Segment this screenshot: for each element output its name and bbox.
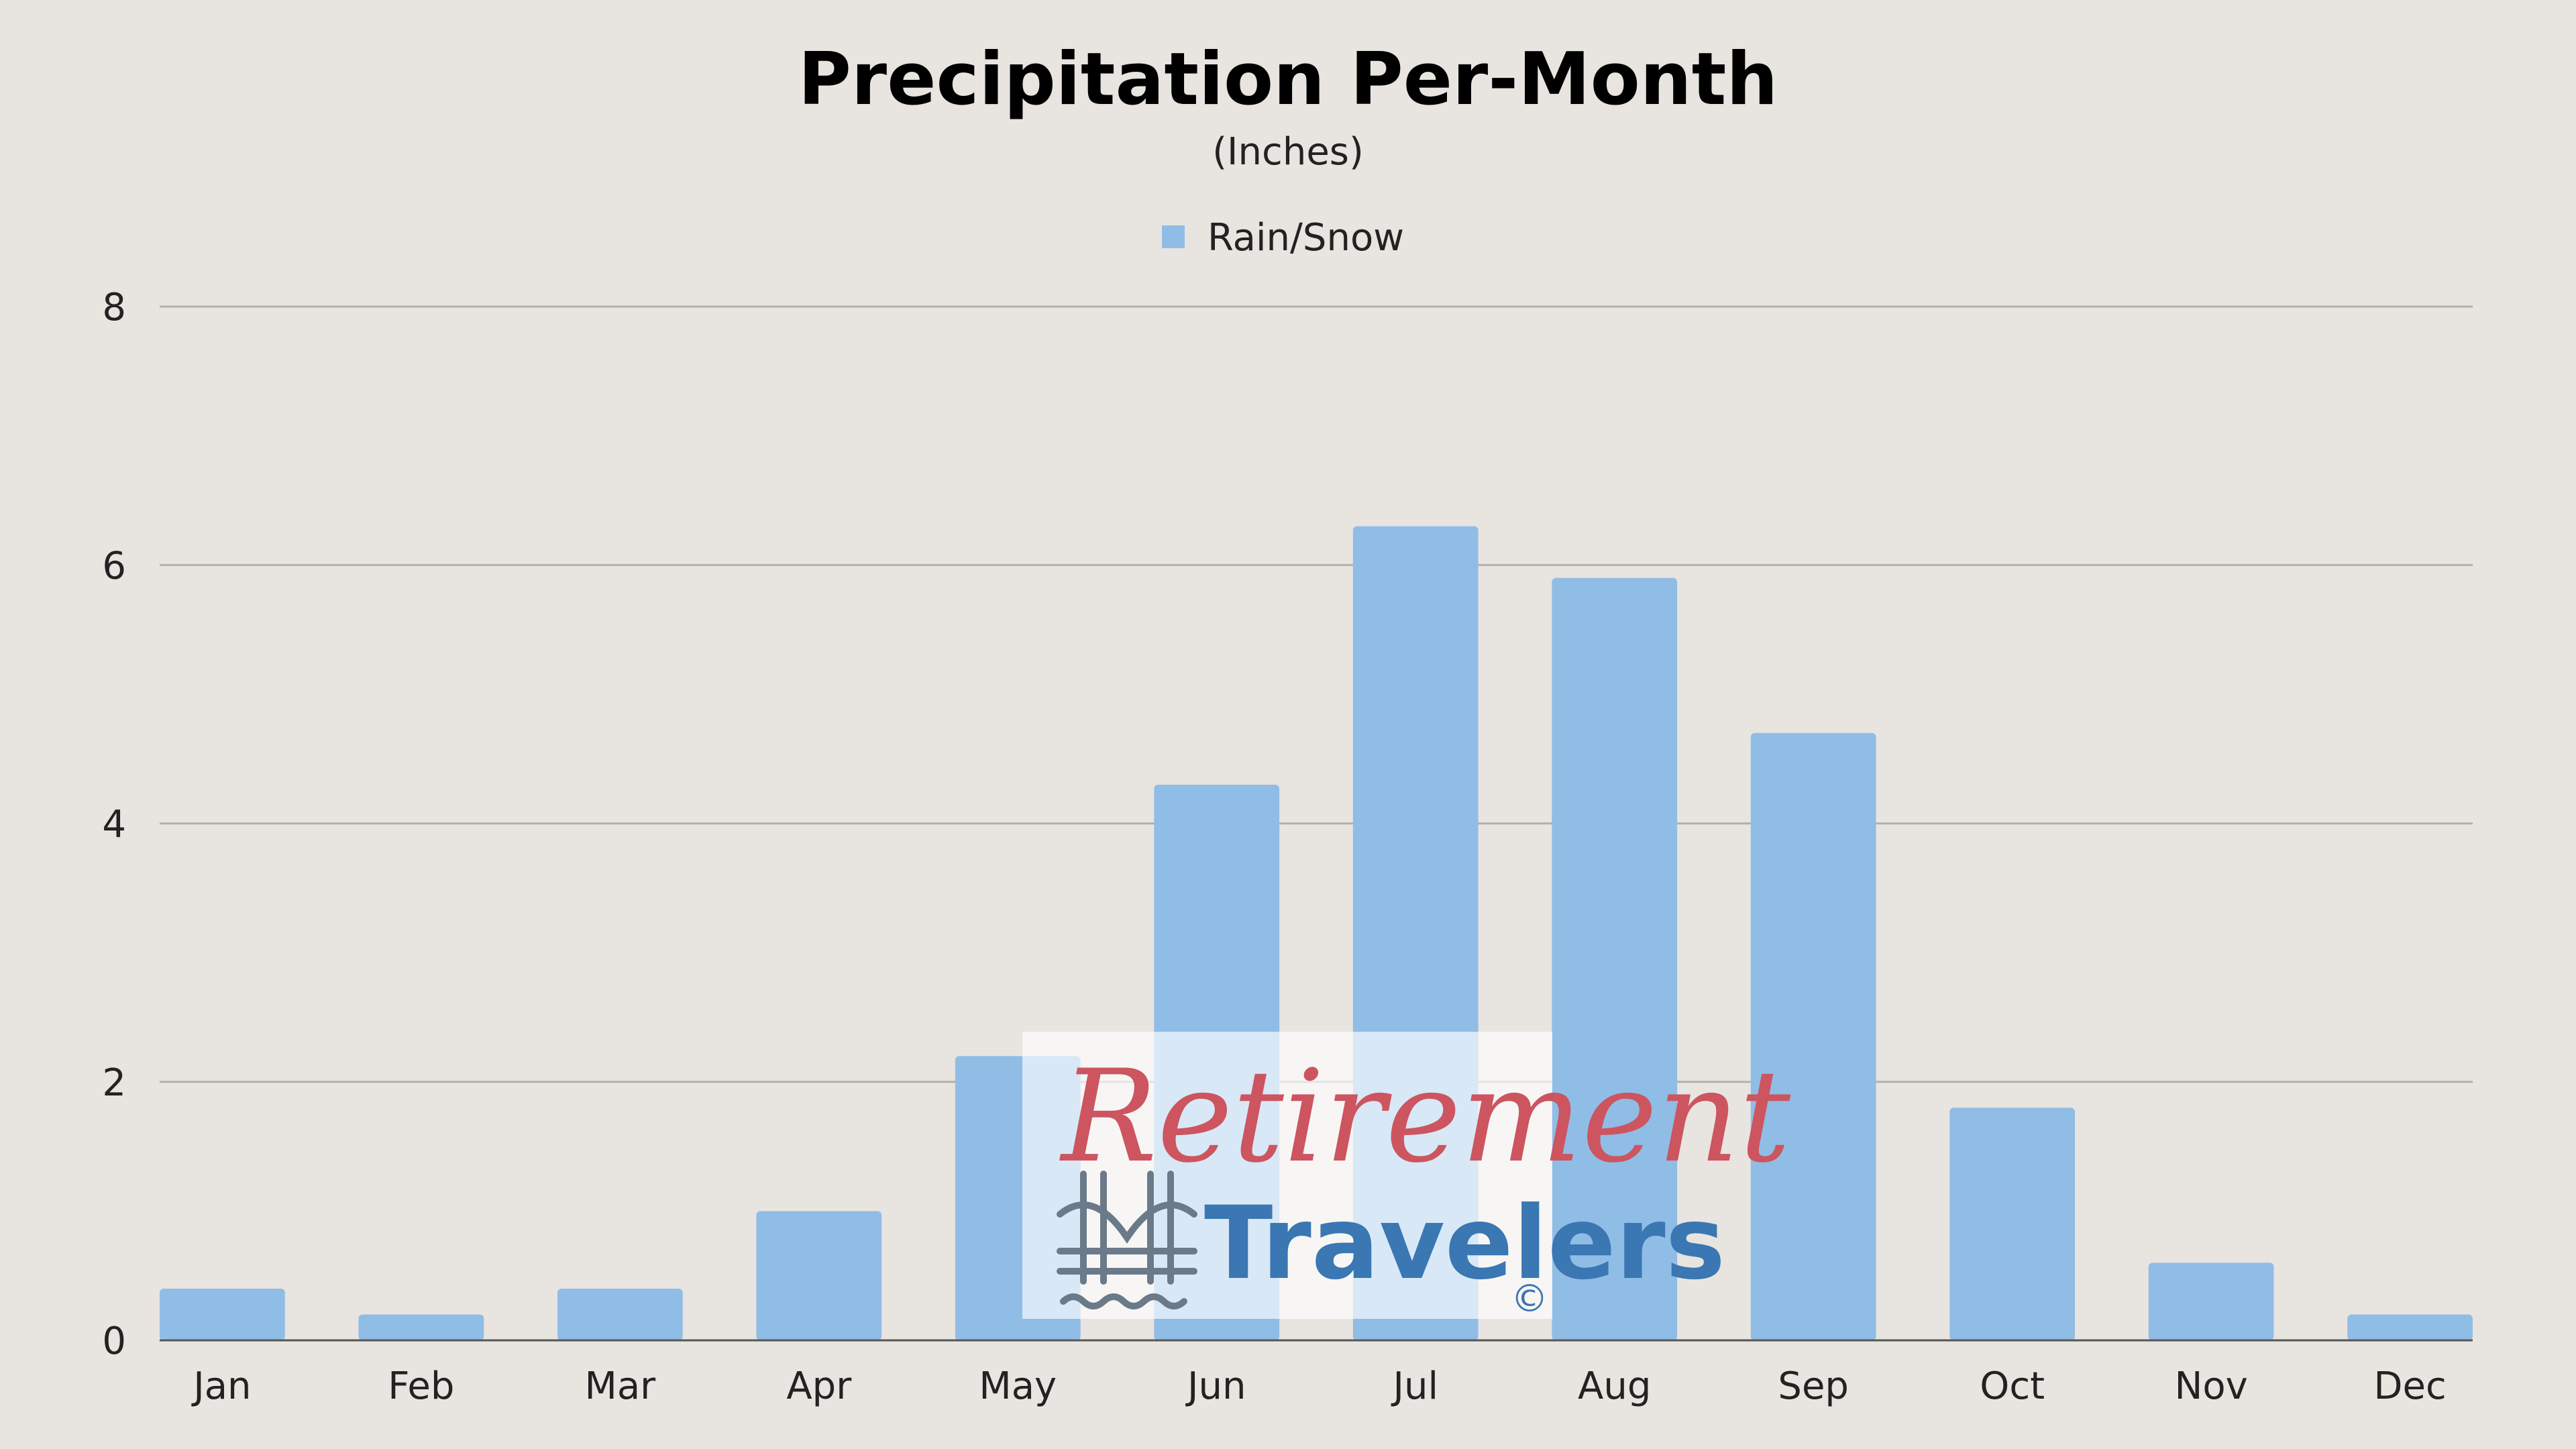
x-tick-label: Dec: [2373, 1364, 2446, 1408]
watermark-line2: Travelers: [1204, 1185, 1725, 1302]
x-tick-label: Jun: [1185, 1364, 1246, 1408]
watermark-line1: Retirement: [1059, 1042, 1791, 1191]
y-axis-ticks: 0 2 4 6 8: [102, 286, 126, 1363]
watermark-logo: Retirement Travelers ©: [1022, 1032, 1791, 1321]
x-tick-label: Feb: [388, 1364, 454, 1408]
bar-mar: [557, 1288, 683, 1340]
x-tick-label: Sep: [1778, 1364, 1849, 1408]
legend: Rain/Snow: [1162, 216, 1404, 260]
x-tick-label: Apr: [786, 1364, 852, 1408]
y-tick-label: 6: [102, 544, 126, 588]
bar-feb: [358, 1314, 484, 1340]
bar-jan: [160, 1288, 285, 1340]
y-tick-label: 2: [102, 1061, 126, 1105]
chart-subtitle: (Inches): [1212, 130, 1364, 174]
legend-swatch: [1162, 225, 1185, 248]
y-tick-label: 4: [102, 803, 126, 847]
gridlines: [160, 305, 2473, 1083]
chart-title: Precipitation Per-Month: [798, 38, 1778, 121]
bridge-icon: [1057, 1171, 1197, 1309]
legend-label-rain-snow: Rain/Snow: [1208, 216, 1404, 260]
bar-dec: [2347, 1314, 2473, 1340]
y-tick-label: 0: [102, 1320, 126, 1363]
x-tick-label: Jul: [1391, 1364, 1438, 1408]
x-tick-label: Nov: [2174, 1364, 2247, 1408]
x-axis-ticks: Jan Feb Mar Apr May Jun Jul Aug Sep Oct Nov Dec: [191, 1364, 2447, 1408]
y-tick-label: 8: [102, 286, 126, 329]
x-tick-label: Aug: [1578, 1364, 1651, 1408]
bar-aug: [1552, 578, 1678, 1341]
x-tick-label: Jan: [191, 1364, 251, 1408]
bar-sep: [1750, 733, 1876, 1340]
x-tick-label: Mar: [585, 1364, 657, 1408]
bar-nov: [2148, 1263, 2274, 1340]
bar-oct: [1949, 1108, 2076, 1340]
watermark-copyright: ©: [1511, 1277, 1548, 1321]
x-tick-label: May: [979, 1364, 1057, 1408]
x-tick-label: Oct: [1980, 1364, 2045, 1408]
bar-apr: [756, 1211, 882, 1340]
